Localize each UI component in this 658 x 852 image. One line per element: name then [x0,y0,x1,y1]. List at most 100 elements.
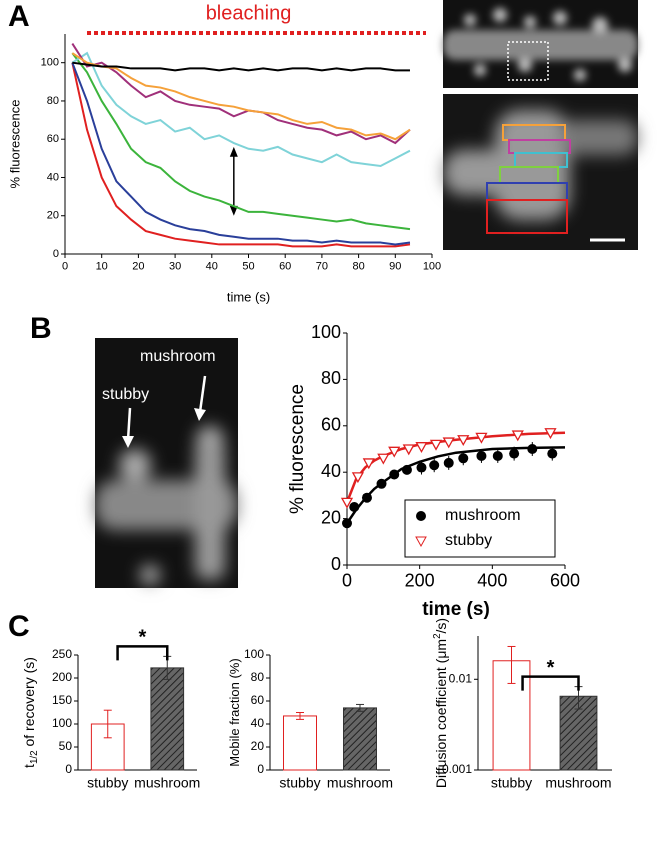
y-axis-label: % fluorescence [7,100,22,189]
y-tick-label: 40 [47,171,59,183]
point [475,432,488,444]
legend-marker [415,536,427,548]
significance-bracket [116,645,169,661]
point [476,450,487,461]
y-tick-label: 80 [321,368,341,388]
point [457,435,470,447]
point [388,446,401,458]
y-tick-label: 50 [59,739,73,753]
point [443,457,454,468]
line-series [71,62,411,248]
legend-label: stubby [445,532,492,549]
y-tick-label: 0 [257,762,264,776]
point [429,439,443,451]
x-tick-label: 0 [62,261,68,273]
image-label: stubby [102,386,149,403]
annotation: bleaching [206,2,292,24]
y-tick-label: 60 [251,693,265,707]
significance-label: * [139,627,147,649]
y-tick-label: 80 [251,670,265,684]
point [402,444,415,456]
x-tick-label: 70 [316,261,328,273]
y-tick-label: 0 [53,248,59,260]
label-part: Diffusion coefficient (μm [433,639,449,788]
y-tick-label: 100 [311,322,341,342]
y-tick-label: 0.01 [449,671,473,685]
y-tick-label: 100 [52,716,72,730]
line-series [71,62,411,246]
line-series [71,43,411,145]
y-tick-label: 0.001 [442,762,472,776]
x-tick-label: mushroom [545,775,611,791]
point [511,430,524,442]
x-tick-label: 90 [389,261,401,273]
y-axis-label: Mobile fraction (%) [227,658,242,766]
y-tick-label: 100 [41,57,59,69]
point [415,442,428,454]
panel-label: B [30,312,52,345]
line-series [71,52,411,141]
y-tick-label: 250 [52,647,72,661]
point [362,458,375,470]
point [416,462,427,473]
y-axis-label: Diffusion coefficient (μm2/s) [432,618,449,788]
point [377,453,390,465]
x-tick-label: mushroom [327,775,393,791]
point [544,428,557,440]
arrow-head [229,205,238,216]
image-zoom [443,94,638,250]
x-tick-label: stubby [491,775,532,791]
y-tick-label: 200 [52,670,72,684]
x-tick-label: stubby [87,775,128,791]
x-tick-label: 30 [169,261,181,273]
image-label: mushroom [140,348,216,365]
y-axis-label: t1/2 of recovery (s) [21,657,40,768]
point [401,464,412,475]
y-tick-label: 0 [65,762,72,776]
legend-marker [416,511,426,521]
bar [283,715,317,771]
line-series [71,52,411,231]
point [351,472,365,484]
legend-label: mushroom [445,507,521,524]
point [342,518,352,529]
line-series [71,51,411,168]
point [389,469,400,480]
x-tick-label: stubby [279,775,320,791]
label-sup: 2 [432,633,443,638]
y-tick-label: 20 [47,210,59,222]
label-part: Mobile fraction (%) [227,658,242,766]
arrow-head [229,146,238,157]
point [361,492,372,503]
x-tick-label: 80 [352,261,364,273]
point [492,450,503,461]
line-series [72,61,410,72]
label-sub: 1/2 [29,750,40,764]
point [458,453,469,464]
x-tick-label: 60 [279,261,291,273]
x-tick-label: 100 [423,261,441,273]
x-tick-label: 400 [477,571,507,591]
y-tick-label: 40 [321,461,341,481]
image-top [443,0,638,88]
bar [343,707,377,771]
x-tick-label: 20 [132,261,144,273]
point [547,448,558,459]
bar [150,667,185,771]
point [340,497,354,509]
point [442,437,455,449]
y-tick-label: 40 [251,716,265,730]
label-part: t [21,764,37,768]
x-axis-label: time (s) [422,599,490,620]
significance-bracket [521,675,580,691]
y-tick-label: 0 [331,554,341,574]
point [527,444,538,454]
label-part: of recovery (s) [21,657,37,750]
point [349,502,360,512]
y-tick-label: 60 [321,415,341,435]
y-tick-label: 60 [47,133,59,145]
y-axis-label: % fluorescence [287,384,308,514]
x-tick-label: 40 [206,261,218,273]
significance-label: * [547,657,555,679]
